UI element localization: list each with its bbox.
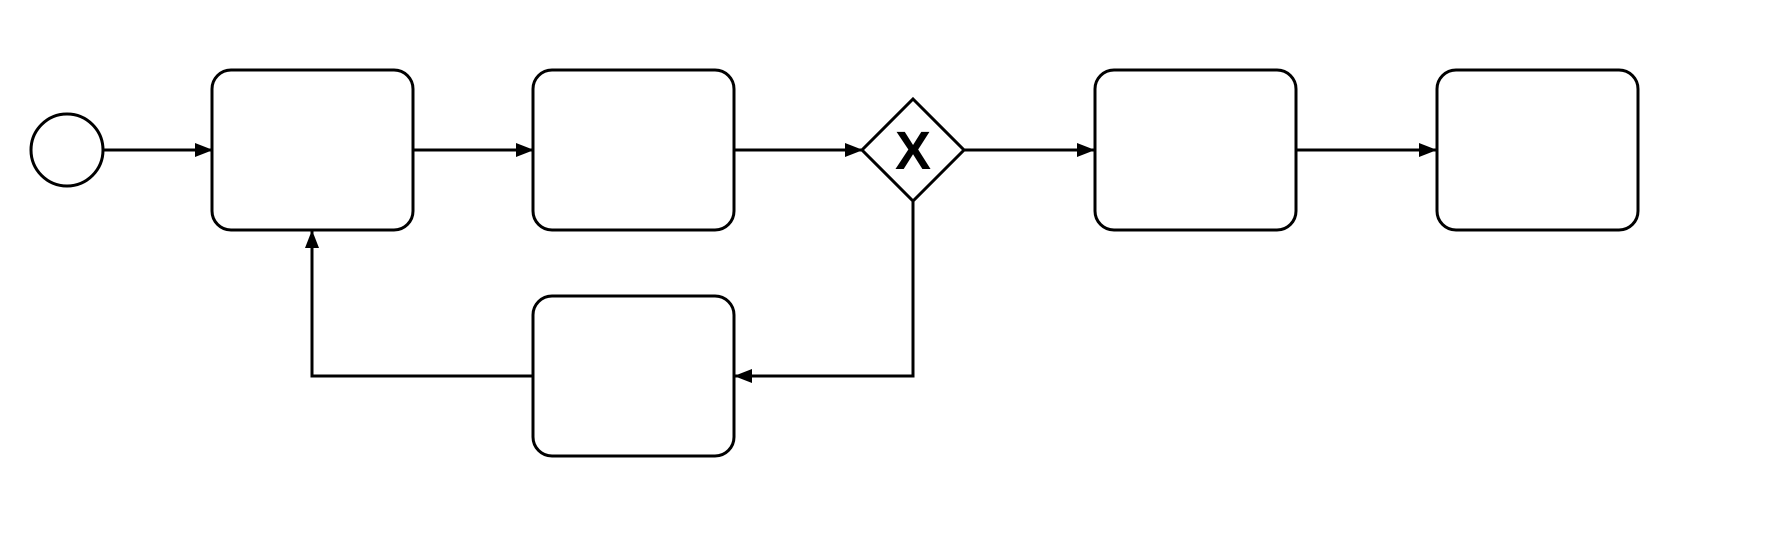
- sequence-flows: [104, 143, 1437, 383]
- task-1[interactable]: [210, 68, 415, 232]
- start-event[interactable]: [29, 112, 105, 188]
- task-loop[interactable]: [531, 294, 736, 458]
- task-2[interactable]: [531, 68, 736, 232]
- task-3[interactable]: [1093, 68, 1298, 232]
- gateway-diamond: [859, 96, 967, 204]
- flow-gateway-to-task-loop[interactable]: [734, 200, 915, 383]
- task-4[interactable]: [1435, 68, 1640, 232]
- flow-task-loop-to-task-1[interactable]: [305, 230, 532, 378]
- gateway-x-icon: X: [895, 121, 931, 181]
- exclusive-gateway[interactable]: X: [859, 96, 967, 204]
